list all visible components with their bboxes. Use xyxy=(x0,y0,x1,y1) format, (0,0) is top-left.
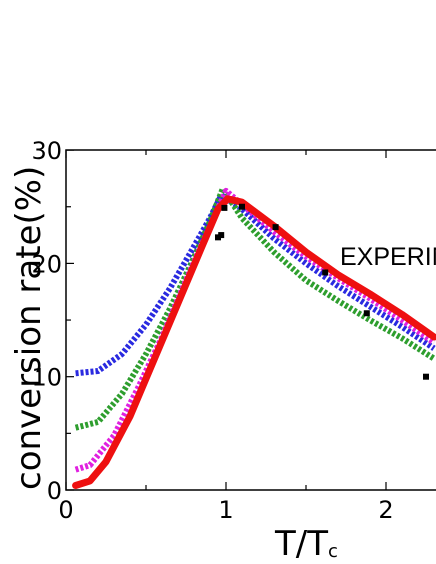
series-layer xyxy=(72,185,436,489)
series-line-2 xyxy=(74,185,436,431)
y-tick-label: 20 xyxy=(31,250,62,278)
experiment-point xyxy=(221,204,228,211)
series-line-4 xyxy=(72,195,436,489)
x-tick-label: 2 xyxy=(378,496,393,524)
x-axis-label-main: T/T xyxy=(274,524,328,564)
experiment-point xyxy=(272,224,279,231)
series-line-3 xyxy=(74,187,436,473)
experiment-point xyxy=(423,373,429,380)
y-tick-label: 10 xyxy=(31,364,62,392)
y-tick-label: 0 xyxy=(47,477,62,505)
y-axis-label: conversion rate(%) xyxy=(9,166,49,490)
series-line-1 xyxy=(75,192,436,377)
x-axis-label-subscript: c xyxy=(328,541,338,562)
experiment-point xyxy=(239,203,245,210)
experiment-annotation: EXPERIM xyxy=(340,243,436,271)
experiment-point xyxy=(322,269,329,276)
x-tick-label: 1 xyxy=(218,496,233,524)
series-experiment xyxy=(215,203,429,380)
x-axis-label: T/Tc xyxy=(274,524,338,564)
experiment-point xyxy=(363,310,370,317)
experiment-point xyxy=(218,232,225,239)
x-tick-label: 0 xyxy=(58,496,73,524)
experiment-point xyxy=(215,234,221,241)
y-tick-label: 30 xyxy=(31,137,62,165)
